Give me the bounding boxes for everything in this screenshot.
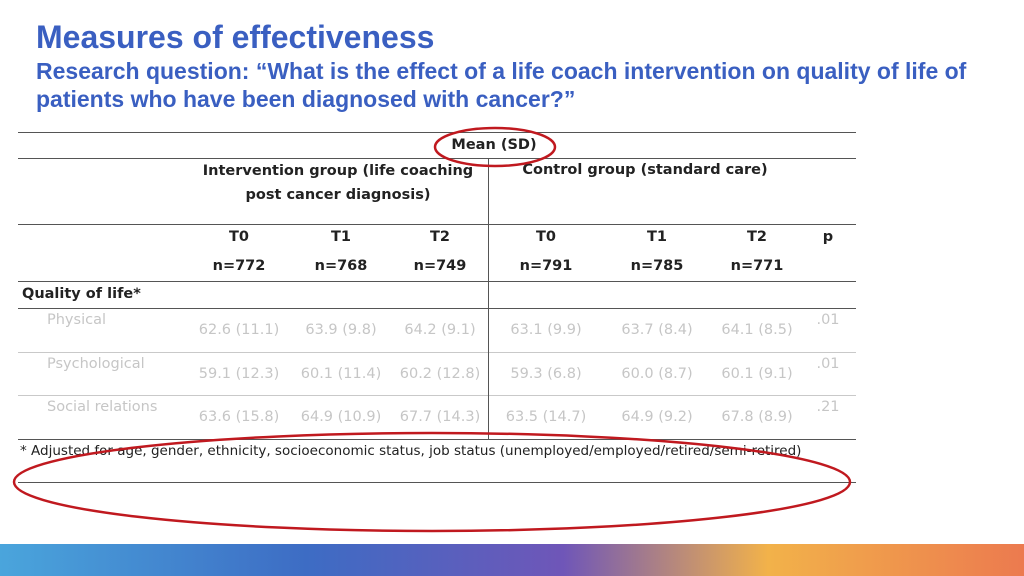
cell-psychological-p: .01 xyxy=(816,356,840,372)
cell-psychological-ctl-t2: 60.1 (9.1) xyxy=(721,366,793,382)
cell-physical-int-t1: 63.9 (9.8) xyxy=(305,322,377,338)
n-int-t0: n=772 xyxy=(212,258,266,274)
section-label-quality-of-life: Quality of life* xyxy=(22,286,141,302)
table-top-rule xyxy=(18,132,856,133)
row-label-physical: Physical xyxy=(47,312,106,328)
n-ctl-t2: n=771 xyxy=(730,258,784,274)
mean-sd-header: Mean (SD) xyxy=(451,137,537,153)
table-rule-row1 xyxy=(18,352,856,353)
cell-psychological-int-t0: 59.1 (12.3) xyxy=(198,366,280,382)
p-header: p xyxy=(822,229,834,245)
row-label-social-relations: Social relations xyxy=(47,399,158,415)
time-header-ctl-t0: T0 xyxy=(536,229,556,245)
n-ctl-t1: n=785 xyxy=(630,258,684,274)
n-int-t1: n=768 xyxy=(314,258,368,274)
cell-physical-ctl-t1: 63.7 (8.4) xyxy=(621,322,693,338)
slide-title: Measures of effectiveness xyxy=(36,19,435,55)
table-footnote: * Adjusted for age, gender, ethnicity, s… xyxy=(20,443,802,459)
cell-social-int-t2: 67.7 (14.3) xyxy=(399,409,481,425)
intervention-group-header: Intervention group (life coaching post c… xyxy=(202,163,474,203)
control-group-header: Control group (standard care) xyxy=(522,162,768,178)
table-rule-row2 xyxy=(18,395,856,396)
table-rule-section xyxy=(18,308,856,309)
cell-social-ctl-t1: 64.9 (9.2) xyxy=(621,409,693,425)
cell-social-p: .21 xyxy=(816,399,840,415)
time-header-ctl-t2: T2 xyxy=(747,229,767,245)
cell-psychological-ctl-t0: 59.3 (6.8) xyxy=(510,366,582,382)
cell-social-ctl-t0: 63.5 (14.7) xyxy=(505,409,587,425)
n-int-t2: n=749 xyxy=(413,258,467,274)
cell-physical-ctl-t0: 63.1 (9.9) xyxy=(510,322,582,338)
cell-psychological-ctl-t1: 60.0 (8.7) xyxy=(621,366,693,382)
row-label-psychological: Psychological xyxy=(47,356,145,372)
table-rule-header xyxy=(18,224,856,225)
cell-physical-p: .01 xyxy=(816,312,840,328)
table-bottom-rule xyxy=(18,482,856,483)
time-header-ctl-t1: T1 xyxy=(647,229,667,245)
cell-social-ctl-t2: 67.8 (8.9) xyxy=(721,409,793,425)
cell-physical-int-t0: 62.6 (11.1) xyxy=(198,322,280,338)
table-rule-n xyxy=(18,281,856,282)
group-divider xyxy=(488,158,489,439)
time-header-int-t2: T2 xyxy=(430,229,450,245)
cell-social-int-t0: 63.6 (15.8) xyxy=(198,409,280,425)
decorative-gradient-bar xyxy=(0,544,1024,576)
cell-psychological-int-t2: 60.2 (12.8) xyxy=(399,366,481,382)
time-header-int-t0: T0 xyxy=(229,229,249,245)
slide-subtitle: Research question: “What is the effect o… xyxy=(36,58,967,112)
cell-psychological-int-t1: 60.1 (11.4) xyxy=(300,366,382,382)
cell-social-int-t1: 64.9 (10.9) xyxy=(300,409,382,425)
n-ctl-t0: n=791 xyxy=(519,258,573,274)
time-header-int-t1: T1 xyxy=(331,229,351,245)
cell-physical-ctl-t2: 64.1 (8.5) xyxy=(721,322,793,338)
cell-physical-int-t2: 64.2 (9.1) xyxy=(404,322,476,338)
